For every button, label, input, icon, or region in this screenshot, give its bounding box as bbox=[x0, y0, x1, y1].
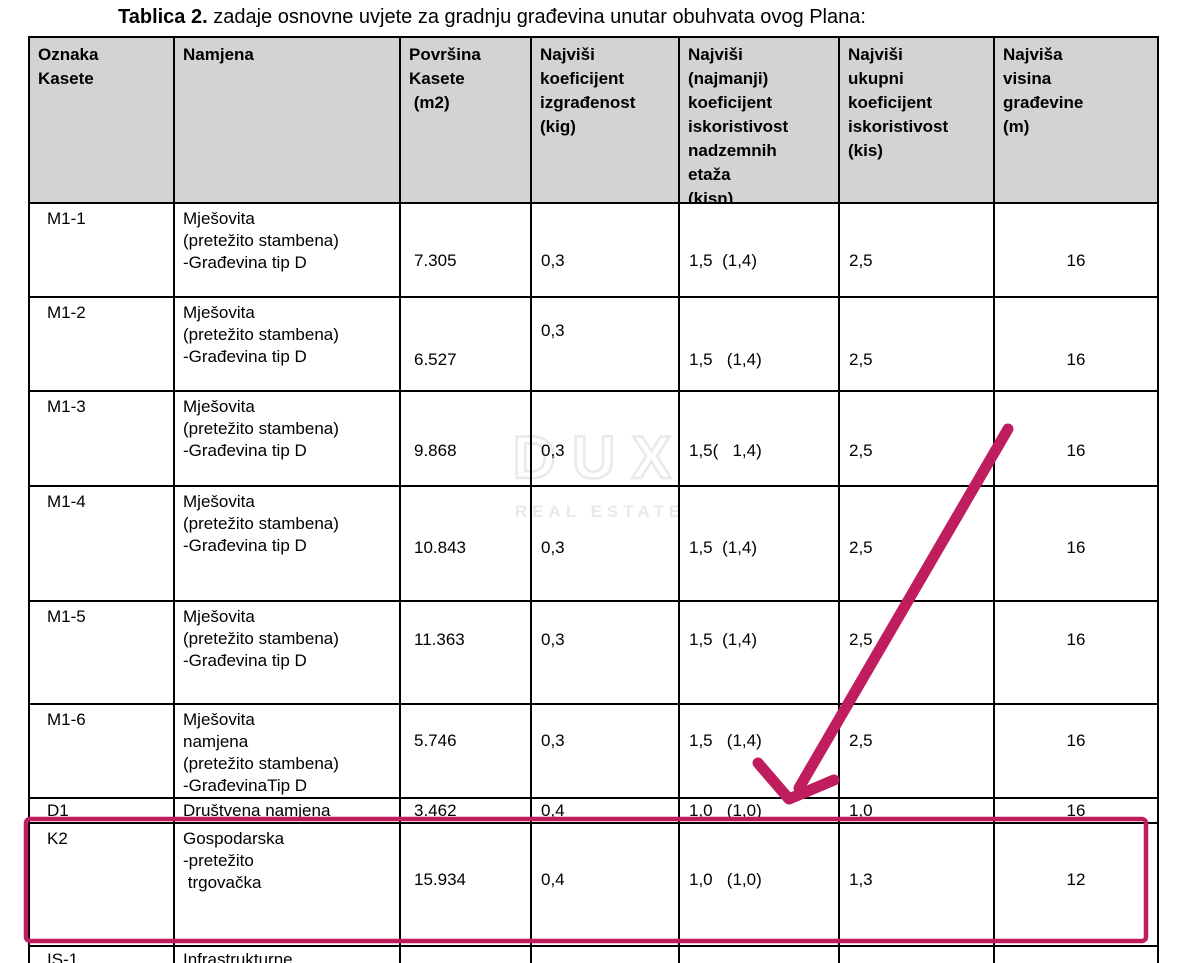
cell-kig: 0,4 bbox=[532, 824, 680, 945]
cell-oznaka: D1 bbox=[30, 799, 175, 822]
cell-kig: 0,3 bbox=[532, 705, 680, 797]
cell-namjena: Infrastrukturne bbox=[175, 947, 401, 963]
cell-kis: 2,5 bbox=[840, 298, 995, 390]
conditions-table: Oznaka Kasete Namjena Površina Kasete (m… bbox=[28, 36, 1159, 963]
table-row-m1-2: M1-2 Mješovita (pretežito stambena) -Gra… bbox=[30, 298, 1157, 392]
cell-visina: 16 bbox=[1066, 630, 1086, 649]
cell-visina: 16 bbox=[1066, 251, 1086, 270]
table-row-m1-4: M1-4 Mješovita (pretežito stambena) -Gra… bbox=[30, 487, 1157, 602]
header-kis: Najviši ukupni koeficijent iskoristivost… bbox=[840, 38, 995, 202]
cell-kig: 0,3 bbox=[532, 298, 680, 390]
table-row-k2: K2 Gospodarska -pretežito trgovačka 15.9… bbox=[30, 824, 1157, 947]
cell-kig: 0,3 bbox=[532, 487, 680, 600]
cell-visina: 12 bbox=[1066, 870, 1086, 889]
cell-kisn bbox=[680, 947, 840, 963]
cell-oznaka: M1-5 bbox=[30, 602, 175, 703]
cell-oznaka: M1-4 bbox=[30, 487, 175, 600]
cell-kis: 2,5 bbox=[840, 705, 995, 797]
cell-kisn: 1,0 (1,0) bbox=[680, 799, 840, 822]
table-row-m1-3: M1-3 Mješovita (pretežito stambena) -Gra… bbox=[30, 392, 1157, 487]
cell-oznaka: M1-6 bbox=[30, 705, 175, 797]
cell-kisn: 1,5 (1,4) bbox=[680, 204, 840, 296]
cell-povrsina: 5.746 bbox=[401, 705, 532, 797]
cell-kig: 0,3 bbox=[532, 602, 680, 703]
cell-kisn: 1,5( 1,4) bbox=[680, 392, 840, 485]
cell-visina: 16 bbox=[1066, 441, 1086, 460]
cell-visina: 16 bbox=[1066, 731, 1086, 750]
cell-kisn: 1,5 (1,4) bbox=[680, 298, 840, 390]
header-oznaka-kasete: Oznaka Kasete bbox=[30, 38, 175, 202]
cell-oznaka: IS-1 bbox=[30, 947, 175, 963]
cell-namjena: Mješovita (pretežito stambena) -Građevin… bbox=[175, 487, 401, 600]
table-header-row: Oznaka Kasete Namjena Površina Kasete (m… bbox=[30, 38, 1157, 204]
cell-kig bbox=[532, 947, 680, 963]
cell-kis: 1,3 bbox=[840, 824, 995, 945]
table-row-is-1: IS-1 Infrastrukturne bbox=[30, 947, 1157, 963]
cell-namjena: Gospodarska -pretežito trgovačka bbox=[175, 824, 401, 945]
cell-namjena: Mješovita (pretežito stambena) -Građevin… bbox=[175, 298, 401, 390]
cell-kis: 2,5 bbox=[840, 487, 995, 600]
title-text: zadaje osnovne uvjete za gradnju građevi… bbox=[207, 6, 866, 28]
cell-kis: 2,5 bbox=[840, 392, 995, 485]
table-row-m1-1: M1-1 Mješovita (pretežito stambena) -Gra… bbox=[30, 204, 1157, 298]
cell-povrsina: 7.305 bbox=[401, 204, 532, 296]
cell-visina: 16 bbox=[1066, 801, 1086, 820]
cell-povrsina bbox=[401, 947, 532, 963]
cell-povrsina: 15.934 bbox=[401, 824, 532, 945]
cell-kis: 2,5 bbox=[840, 602, 995, 703]
table-row-d1: D1 Društvena namjena 3.462 0,4 1,0 (1,0)… bbox=[30, 799, 1157, 824]
header-povrsina: Površina Kasete (m2) bbox=[401, 38, 532, 202]
header-visina: Najviša visina građevine (m) bbox=[995, 38, 1157, 202]
cell-oznaka: M1-3 bbox=[30, 392, 175, 485]
cell-visina: 16 bbox=[1066, 538, 1086, 557]
header-kisn: Najviši (najmanji) koeficijent iskoristi… bbox=[680, 38, 840, 202]
cell-kisn: 1,5 (1,4) bbox=[680, 705, 840, 797]
cell-kis bbox=[840, 947, 995, 963]
cell-namjena: Društvena namjena bbox=[175, 799, 401, 822]
cell-oznaka: K2 bbox=[30, 824, 175, 945]
cell-namjena: Mješovita (pretežito stambena) -Građevin… bbox=[175, 392, 401, 485]
cell-visina bbox=[995, 947, 1157, 963]
cell-povrsina: 10.843 bbox=[401, 487, 532, 600]
table-row-m1-6: M1-6 Mješovita namjena (pretežito stambe… bbox=[30, 705, 1157, 799]
cell-kig: 0,3 bbox=[532, 392, 680, 485]
cell-namjena: Mješovita namjena (pretežito stambena) -… bbox=[175, 705, 401, 797]
cell-visina: 16 bbox=[1066, 350, 1086, 369]
cell-kisn: 1,5 (1,4) bbox=[680, 602, 840, 703]
cell-kig: 0,4 bbox=[532, 799, 680, 822]
title-label: Tablica 2. bbox=[118, 6, 208, 28]
table-row-m1-5: M1-5 Mješovita (pretežito stambena) -Gra… bbox=[30, 602, 1157, 705]
document-title: Tablica 2. zadaje osnovne uvjete za grad… bbox=[118, 6, 866, 29]
cell-kis: 2,5 bbox=[840, 204, 995, 296]
cell-oznaka: M1-2 bbox=[30, 298, 175, 390]
cell-kisn: 1,5 (1,4) bbox=[680, 487, 840, 600]
cell-povrsina: 3.462 bbox=[401, 799, 532, 822]
cell-namjena: Mješovita (pretežito stambena) -Građevin… bbox=[175, 602, 401, 703]
cell-povrsina: 9.868 bbox=[401, 392, 532, 485]
cell-oznaka: M1-1 bbox=[30, 204, 175, 296]
cell-povrsina: 6.527 bbox=[401, 298, 532, 390]
cell-kis: 1,0 bbox=[840, 799, 995, 822]
header-namjena: Namjena bbox=[175, 38, 401, 202]
cell-namjena: Mješovita (pretežito stambena) -Građevin… bbox=[175, 204, 401, 296]
cell-povrsina: 11.363 bbox=[401, 602, 532, 703]
cell-kisn: 1,0 (1,0) bbox=[680, 824, 840, 945]
header-kig: Najviši koeficijent izgrađenost (kig) bbox=[532, 38, 680, 202]
cell-kig: 0,3 bbox=[532, 204, 680, 296]
